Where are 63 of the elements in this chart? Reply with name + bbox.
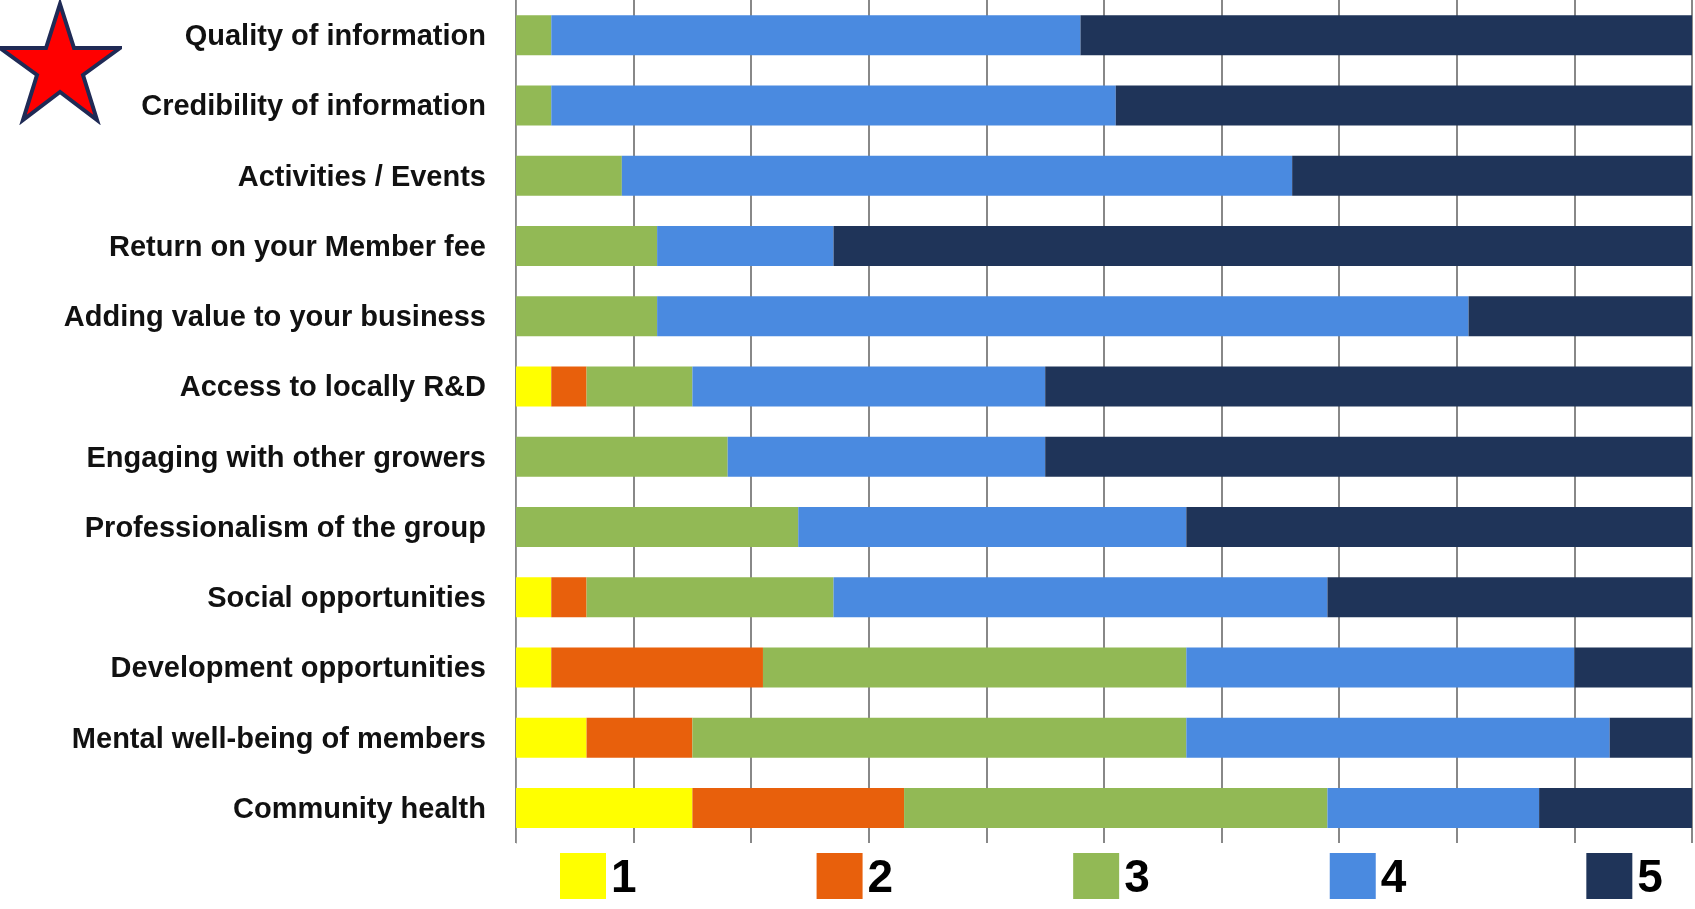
bar [516,787,693,828]
bar [1539,787,1692,828]
bar [516,717,587,758]
bar [1045,366,1692,407]
bar [516,366,552,407]
bar [551,85,1116,126]
y-tick-label: Credibility of information [141,89,486,122]
bar [516,296,658,337]
bar [516,85,552,126]
bar [1327,787,1540,828]
bar [727,436,1046,477]
bar [833,225,1692,266]
bar [621,155,1293,196]
bar [586,717,693,758]
bar [692,366,1046,407]
bar [516,225,658,266]
bar [516,577,552,618]
bar [551,577,587,618]
y-tick-label: Activities / Events [237,159,486,192]
bar [1080,15,1692,56]
bar [586,366,693,407]
legend-label: 4 [1380,850,1407,902]
y-tick-label: Adding value to your business [63,300,486,333]
bar [1468,296,1692,337]
bar [657,225,834,266]
bar [1045,436,1692,477]
bar [692,787,905,828]
bar [833,577,1328,618]
bar [904,787,1328,828]
bar [1186,717,1610,758]
legend-label: 5 [1637,850,1663,902]
y-tick-label: Development opportunities [110,651,486,684]
bar [1292,155,1692,196]
y-tick-label: Return on your Member fee [108,229,486,262]
bar [516,436,728,477]
bar [1186,506,1692,547]
bar [586,577,834,618]
bar [551,366,587,407]
legend-label: 3 [1124,850,1150,902]
bar [1115,85,1692,126]
bar [692,717,1187,758]
legend-label: 1 [611,850,637,902]
y-tick-label: Professionalism of the group [84,510,486,543]
bar [551,647,763,688]
y-tick-label: Engaging with other growers [86,440,486,473]
bar [516,506,799,547]
y-tick-label: Quality of information [184,19,486,52]
y-tick-label: Access to locally R&D [179,370,486,403]
bar [657,296,1469,337]
bar [1327,577,1692,618]
y-tick-label: Community health [233,791,486,824]
bar [516,15,552,56]
bar [1186,647,1575,688]
legend-label: 2 [867,850,894,902]
bar [516,155,622,196]
y-tick-label: Mental well-being of members [71,721,486,754]
bar [798,506,1187,547]
bar [551,15,1081,56]
bar [1574,647,1692,688]
y-tick-label: Social opportunities [207,581,486,614]
bar [516,647,552,688]
bar [1609,717,1692,758]
bar [762,647,1187,688]
